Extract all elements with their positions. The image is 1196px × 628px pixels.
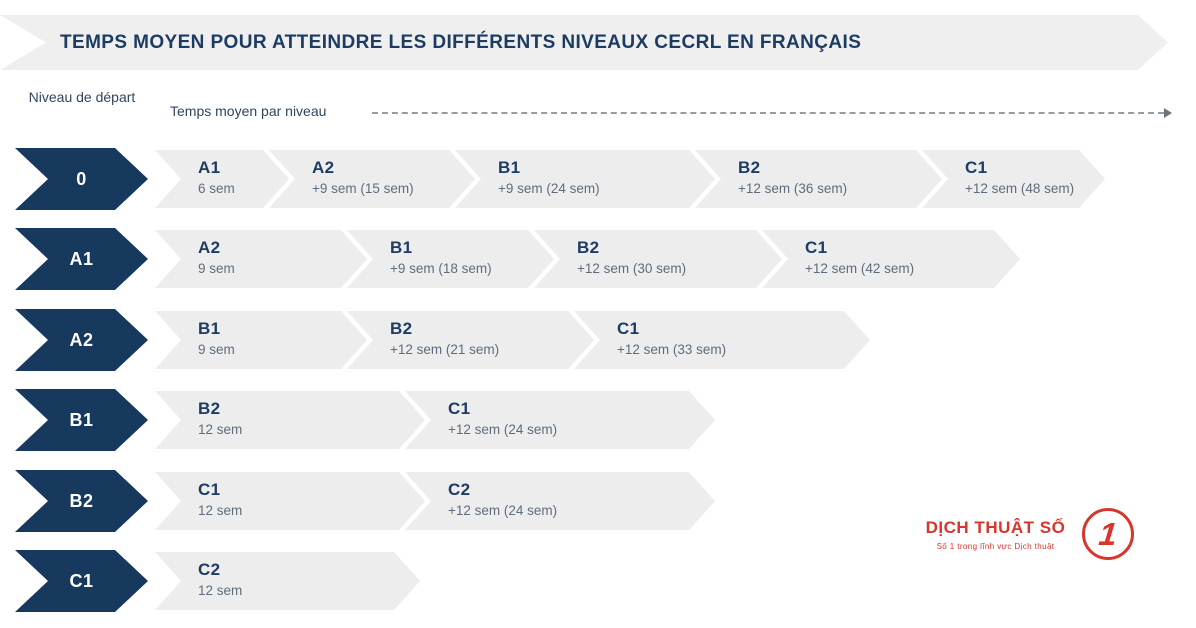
milestone-level: C1 [448, 399, 471, 418]
milestone-level: A2 [198, 238, 221, 257]
milestone-level: C1 [965, 158, 988, 177]
milestone-segment: C2 12 sem [155, 552, 420, 610]
timeline-axis-label: Temps moyen par niveau [170, 103, 327, 119]
milestone-segment: C1 12 sem [155, 472, 425, 530]
milestone-level: A1 [198, 158, 221, 177]
milestone-duration: 12 sem [198, 422, 243, 437]
milestone-duration: +12 sem (21 sem) [390, 342, 500, 357]
milestone-level: A2 [312, 158, 335, 177]
milestone-segment: C1 +12 sem (24 sem) [405, 391, 715, 449]
milestone-level: B1 [390, 238, 413, 257]
brand-tagline: Số 1 trong lĩnh vực Dịch thuật [936, 542, 1055, 551]
milestone-level: B2 [738, 158, 761, 177]
level-row: A1 A2 9 sem B1 +9 sem (18 sem) B2 +12 sem (30 … [0, 230, 1196, 288]
milestone-duration: +9 sem (15 sem) [312, 181, 414, 196]
milestone-duration: +12 sem (30 sem) [577, 261, 687, 276]
milestone-duration: +12 sem (42 sem) [805, 261, 915, 276]
brand-name: DỊCH THUẬT SỐ [925, 518, 1066, 537]
milestone-duration: +12 sem (36 sem) [738, 181, 848, 196]
milestone-segment: B1 +9 sem (18 sem) [347, 230, 554, 288]
level-row: B1 B2 12 sem C1 +12 sem (24 sem) [0, 391, 1196, 449]
milestone-level: C1 [617, 319, 640, 338]
milestone-level: C1 [198, 480, 221, 499]
milestone-segment: B2 +12 sem (21 sem) [347, 311, 594, 369]
milestone-level: C2 [448, 480, 471, 499]
title-banner: TEMPS MOYEN POUR ATTEINDRE LES DIFFÉRENT… [0, 15, 1168, 70]
arrow-head-icon [1164, 108, 1172, 118]
milestone-duration: +9 sem (24 sem) [498, 181, 600, 196]
level-row: A2 B1 9 sem B2 +12 sem (21 sem) C1 +12 sem (33… [0, 311, 1196, 369]
milestone-duration: +12 sem (24 sem) [448, 422, 558, 437]
timeline-dashed-arrow [372, 108, 1172, 118]
milestone-segment: A2 9 sem [155, 230, 367, 288]
milestone-duration: 9 sem [198, 261, 235, 276]
milestone-duration: +12 sem (33 sem) [617, 342, 727, 357]
milestone-duration: +12 sem (24 sem) [448, 503, 558, 518]
milestone-segment: B2 +12 sem (30 sem) [534, 230, 782, 288]
milestone-level: B1 [498, 158, 521, 177]
milestone-level: B2 [198, 399, 221, 418]
page-title: TEMPS MOYEN POUR ATTEINDRE LES DIFFÉRENT… [60, 31, 862, 53]
start-level-chevron: A1 [15, 228, 148, 290]
milestone-segment: B1 9 sem [155, 311, 367, 369]
start-level-text: B2 [69, 490, 94, 511]
start-level-axis-label: Niveau de départ [28, 89, 136, 105]
milestone-segment: C1 +12 sem (33 sem) [574, 311, 870, 369]
start-level-chevron: A2 [15, 309, 148, 371]
level-row: 0 A1 6 sem A2 +9 sem (15 sem) B1 +9 sem (24 se… [0, 150, 1196, 208]
milestone-level: B1 [198, 319, 221, 338]
milestone-duration: 9 sem [198, 342, 235, 357]
start-level-chevron: C1 [15, 550, 148, 612]
milestone-segment: A1 6 sem [155, 150, 289, 208]
milestone-duration: +12 sem (48 sem) [965, 181, 1075, 196]
milestone-segment: A2 +9 sem (15 sem) [269, 150, 475, 208]
milestone-segment: B2 +12 sem (36 sem) [695, 150, 942, 208]
start-level-chevron: 0 [15, 148, 148, 210]
start-level-text: B1 [69, 409, 94, 430]
dashed-line [372, 112, 1164, 114]
level-row: C1 C2 12 sem [0, 552, 1196, 610]
brand-logo: DỊCH THUẬT SỐ Số 1 trong lĩnh vực Dịch t… [918, 508, 1148, 578]
milestone-segment: C1 +12 sem (42 sem) [762, 230, 1020, 288]
start-level-text: A2 [69, 329, 94, 350]
milestone-level: B2 [390, 319, 413, 338]
milestone-segment: C2 +12 sem (24 sem) [405, 472, 715, 530]
milestone-segment: C1 +12 sem (48 sem) [922, 150, 1105, 208]
milestone-duration: +9 sem (18 sem) [390, 261, 492, 276]
milestone-level: C2 [198, 560, 221, 579]
brand-badge-number: 1 [1097, 516, 1119, 552]
milestone-duration: 6 sem [198, 181, 235, 196]
milestone-duration: 12 sem [198, 503, 243, 518]
start-level-chevron: B1 [15, 389, 148, 451]
start-level-chevron: B2 [15, 470, 148, 532]
start-level-text: C1 [69, 570, 94, 591]
milestone-level: C1 [805, 238, 828, 257]
milestone-duration: 12 sem [198, 583, 243, 598]
brand-badge-circle-icon: 1 [1082, 508, 1134, 560]
level-row: B2 C1 12 sem C2 +12 sem (24 sem) [0, 472, 1196, 530]
milestone-level: B2 [577, 238, 600, 257]
milestone-segment: B2 12 sem [155, 391, 425, 449]
brand-text-block: DỊCH THUẬT SỐ Số 1 trong lĩnh vực Dịch t… [918, 518, 1073, 551]
milestone-segment: B1 +9 sem (24 sem) [455, 150, 715, 208]
start-level-text: A1 [69, 248, 94, 269]
start-level-text: 0 [76, 168, 87, 189]
